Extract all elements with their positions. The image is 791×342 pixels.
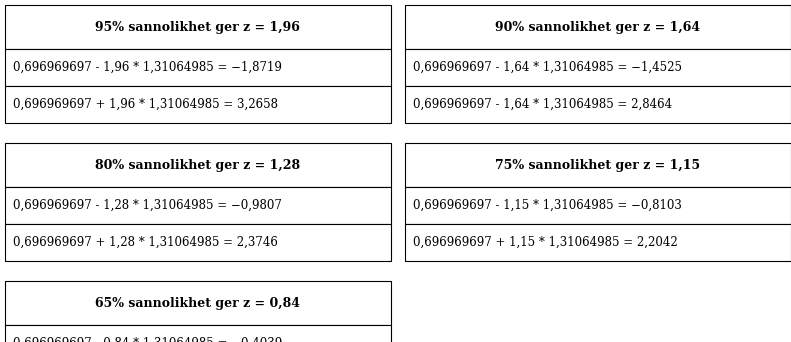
Bar bbox=[405, 49, 791, 86]
Bar bbox=[405, 224, 791, 261]
Text: 0,696969697 - 1,96 * 1,31064985 = −1,8719: 0,696969697 - 1,96 * 1,31064985 = −1,871… bbox=[13, 61, 282, 74]
Text: 0,696969697 - 1,28 * 1,31064985 = −0,9807: 0,696969697 - 1,28 * 1,31064985 = −0,980… bbox=[13, 199, 282, 212]
Bar bbox=[5, 143, 391, 187]
Bar bbox=[405, 187, 791, 224]
Bar bbox=[5, 281, 391, 325]
Bar bbox=[405, 143, 791, 187]
Text: 0,696969697 + 1,15 * 1,31064985 = 2,2042: 0,696969697 + 1,15 * 1,31064985 = 2,2042 bbox=[413, 236, 678, 249]
Bar bbox=[5, 224, 391, 261]
Bar bbox=[5, 325, 391, 342]
Text: 0,696969697 - 0,84 * 1,31064985 = −0,4039: 0,696969697 - 0,84 * 1,31064985 = −0,403… bbox=[13, 337, 282, 342]
Bar bbox=[405, 86, 791, 123]
Text: 0,696969697 + 1,96 * 1,31064985 = 3,2658: 0,696969697 + 1,96 * 1,31064985 = 3,2658 bbox=[13, 98, 278, 111]
Bar bbox=[5, 49, 391, 86]
Text: 75% sannolikhet ger z = 1,15: 75% sannolikhet ger z = 1,15 bbox=[495, 159, 701, 172]
Bar bbox=[5, 187, 391, 224]
Text: 65% sannolikhet ger z = 0,84: 65% sannolikhet ger z = 0,84 bbox=[95, 297, 301, 310]
Text: 95% sannolikhet ger z = 1,96: 95% sannolikhet ger z = 1,96 bbox=[95, 21, 301, 34]
Bar bbox=[5, 5, 391, 49]
Text: 90% sannolikhet ger z = 1,64: 90% sannolikhet ger z = 1,64 bbox=[495, 21, 701, 34]
Text: 0,696969697 - 1,64 * 1,31064985 = −1,4525: 0,696969697 - 1,64 * 1,31064985 = −1,452… bbox=[413, 61, 682, 74]
Bar bbox=[5, 86, 391, 123]
Text: 0,696969697 + 1,28 * 1,31064985 = 2,3746: 0,696969697 + 1,28 * 1,31064985 = 2,3746 bbox=[13, 236, 278, 249]
Text: 0,696969697 - 1,64 * 1,31064985 = 2,8464: 0,696969697 - 1,64 * 1,31064985 = 2,8464 bbox=[413, 98, 672, 111]
Bar bbox=[405, 5, 791, 49]
Text: 80% sannolikhet ger z = 1,28: 80% sannolikhet ger z = 1,28 bbox=[95, 159, 301, 172]
Text: 0,696969697 - 1,15 * 1,31064985 = −0,8103: 0,696969697 - 1,15 * 1,31064985 = −0,810… bbox=[413, 199, 682, 212]
